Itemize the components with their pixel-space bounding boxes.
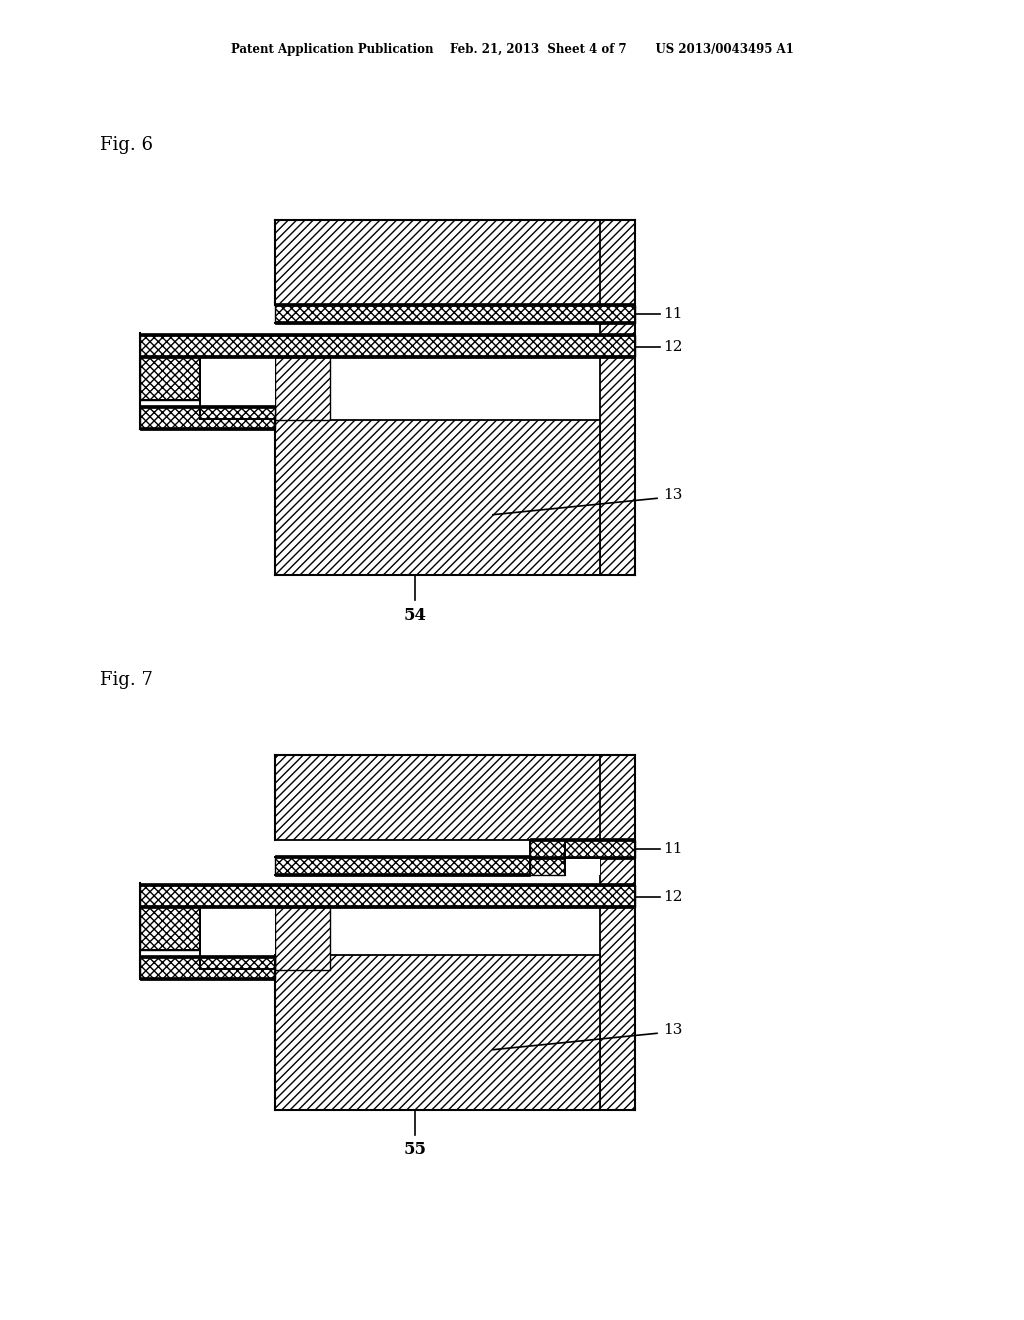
Bar <box>140 335 635 356</box>
Text: 11: 11 <box>663 308 683 321</box>
Text: 13: 13 <box>663 1023 682 1038</box>
Bar <box>275 954 600 1110</box>
Text: 12: 12 <box>663 341 683 354</box>
Bar <box>275 857 530 875</box>
Text: 11: 11 <box>663 842 683 855</box>
Text: 13: 13 <box>663 488 682 502</box>
Bar <box>140 426 275 430</box>
Bar <box>275 873 530 876</box>
Bar <box>600 220 635 576</box>
Bar <box>275 907 330 970</box>
Bar <box>275 755 635 840</box>
Bar <box>140 405 275 408</box>
Bar <box>140 977 275 979</box>
Text: 55: 55 <box>403 1142 427 1159</box>
Bar <box>140 333 635 337</box>
Bar <box>530 840 565 875</box>
Bar <box>140 954 275 958</box>
Bar <box>565 858 600 875</box>
Bar <box>140 957 275 979</box>
Text: Patent Application Publication    Feb. 21, 2013  Sheet 4 of 7       US 2013/0043: Patent Application Publication Feb. 21, … <box>230 44 794 57</box>
Bar <box>530 838 635 841</box>
Text: Fig. 6: Fig. 6 <box>100 136 153 154</box>
Bar <box>200 907 275 969</box>
Bar <box>275 304 635 306</box>
Bar <box>140 355 635 358</box>
Bar <box>275 220 635 305</box>
Bar <box>530 840 635 858</box>
Bar <box>140 907 200 950</box>
Bar <box>600 755 635 1110</box>
Text: Fig. 7: Fig. 7 <box>100 671 153 689</box>
Bar <box>530 855 635 859</box>
Bar <box>200 356 275 418</box>
Bar <box>275 321 635 323</box>
Bar <box>275 855 530 858</box>
Bar <box>140 356 200 400</box>
Bar <box>140 883 635 886</box>
Bar <box>275 356 330 420</box>
Text: 12: 12 <box>663 890 683 904</box>
Bar <box>275 420 600 576</box>
Text: 54: 54 <box>403 606 427 623</box>
Bar <box>140 906 635 908</box>
Bar <box>140 407 275 429</box>
Bar <box>140 884 635 907</box>
Bar <box>275 305 635 323</box>
